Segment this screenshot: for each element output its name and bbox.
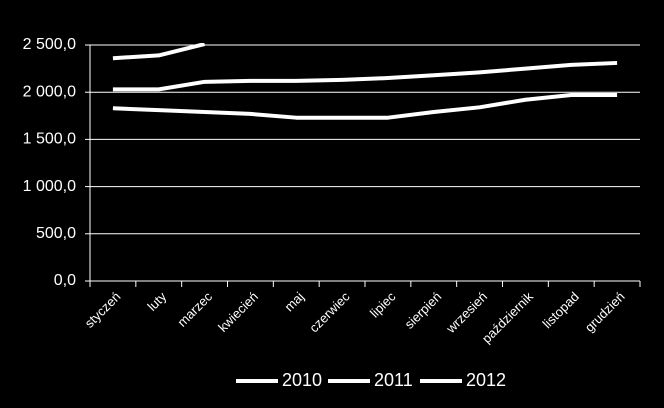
y-tick-label: 2 000,0 (23, 83, 76, 100)
y-tick-label: 0,0 (54, 272, 76, 289)
legend-label: 2010 (282, 370, 322, 390)
y-tick-label: 2 500,0 (23, 36, 76, 53)
y-tick-label: 1 000,0 (23, 178, 76, 195)
plot-area (112, 43, 618, 120)
y-tick-label: 1 500,0 (23, 131, 76, 148)
line (112, 60, 618, 92)
legend-label: 2011 (374, 370, 413, 390)
y-tick-label: 500,0 (36, 225, 76, 242)
line (112, 43, 206, 61)
line (112, 93, 618, 120)
legend-label: 2012 (466, 370, 506, 390)
